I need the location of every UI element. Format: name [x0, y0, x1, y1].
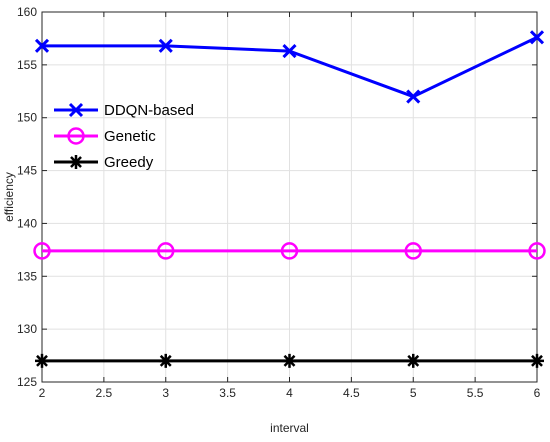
- x-tick-label: 4.5: [343, 386, 360, 400]
- data-point: [282, 353, 297, 368]
- legend-label: Genetic: [104, 128, 156, 145]
- legend: DDQN-based Genetic Greedy: [54, 102, 194, 171]
- x-tick-label: 5.5: [467, 386, 484, 400]
- x-tick-label: 4: [286, 386, 293, 400]
- y-tick-label: 130: [17, 322, 37, 336]
- x-tick-label: 3: [162, 386, 169, 400]
- y-tick-label: 155: [17, 58, 37, 72]
- data-point: [158, 353, 173, 368]
- y-tick-label: 140: [17, 216, 37, 230]
- data-point: [35, 353, 49, 368]
- y-tick-label: 145: [17, 164, 37, 178]
- x-tick-label: 3.5: [219, 386, 236, 400]
- data-point: [33, 242, 51, 260]
- data-point: [530, 353, 544, 368]
- x-tick-label: 2: [39, 386, 46, 400]
- legend-marker: [67, 127, 85, 145]
- legend-marker: [68, 102, 84, 118]
- data-point: [528, 242, 546, 260]
- legend-label: Greedy: [104, 154, 154, 171]
- x-axis: 2 2.5 3 3.5 4 4.5 5 5.5 6: [39, 12, 541, 400]
- y-tick-label: 160: [17, 5, 37, 19]
- data-point: [158, 38, 173, 53]
- data-point: [280, 242, 299, 260]
- y-tick-label: 125: [17, 375, 37, 389]
- data-point: [529, 30, 545, 45]
- series-group: [33, 30, 546, 368]
- y-tick-label: 150: [17, 111, 37, 125]
- y-tick-label: 135: [17, 269, 37, 283]
- data-point: [157, 242, 175, 260]
- x-tick-label: 2.5: [96, 386, 113, 400]
- data-point: [406, 353, 421, 368]
- x-tick-label: 5: [410, 386, 417, 400]
- legend-label: DDQN-based: [104, 102, 194, 119]
- x-axis-label: interval: [270, 421, 309, 435]
- data-point: [282, 44, 297, 59]
- data-point: [404, 242, 422, 260]
- y-axis-label: efficiency: [2, 172, 16, 222]
- legend-marker: [69, 155, 83, 169]
- x-tick-label: 6: [534, 386, 541, 400]
- data-point: [34, 38, 50, 53]
- data-point: [406, 89, 421, 104]
- y-axis: 125 130 135 140 145 150 155 160: [17, 5, 537, 389]
